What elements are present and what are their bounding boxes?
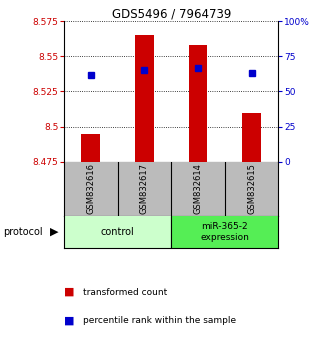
Title: GDS5496 / 7964739: GDS5496 / 7964739 [111, 7, 231, 20]
Bar [242, 113, 261, 162]
Text: ▶: ▶ [50, 227, 58, 237]
Text: GSM832615: GSM832615 [247, 164, 256, 214]
Bar [171, 216, 278, 248]
Text: ■: ■ [64, 287, 75, 297]
Text: ■: ■ [64, 315, 75, 325]
Bar [188, 45, 207, 162]
Text: control: control [101, 227, 134, 237]
Text: GSM832616: GSM832616 [86, 164, 95, 215]
Text: GSM832614: GSM832614 [194, 164, 203, 214]
Text: transformed count: transformed count [83, 287, 167, 297]
Text: percentile rank within the sample: percentile rank within the sample [83, 316, 236, 325]
Bar [81, 133, 100, 162]
Text: miR-365-2
expression: miR-365-2 expression [200, 222, 249, 242]
Bar [64, 216, 171, 248]
Text: protocol: protocol [3, 227, 43, 237]
Bar [135, 35, 154, 162]
Text: GSM832617: GSM832617 [140, 164, 149, 215]
